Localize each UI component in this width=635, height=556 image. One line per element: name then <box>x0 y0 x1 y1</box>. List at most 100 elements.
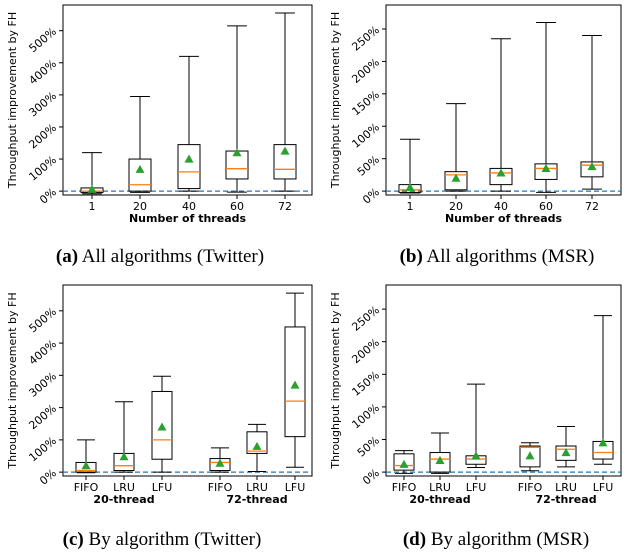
iqr-box <box>489 167 513 186</box>
iqr-box <box>580 161 604 178</box>
mean-marker <box>587 161 597 171</box>
caption-tag: (c) <box>63 529 84 550</box>
y-tick-label: 500% <box>26 305 58 335</box>
plot-frame <box>385 284 622 477</box>
plot-frame <box>385 4 622 196</box>
caption-text: By algorithm (MSR) <box>426 529 589 550</box>
x-tick-label: FIFO <box>392 481 417 494</box>
panel-caption: (a) All algorithms (Twitter) <box>56 246 264 267</box>
box-fifo: FIFO <box>208 447 233 494</box>
iqr-box <box>393 453 415 471</box>
y-tick-label: 150% <box>349 369 381 399</box>
mean-marker <box>451 173 461 182</box>
caption-text: All algorithms (MSR) <box>423 246 595 267</box>
x-tick-label: LRU <box>429 481 451 494</box>
mean-marker <box>525 451 535 460</box>
iqr-box <box>284 326 306 438</box>
x-tick-label: LRU <box>113 481 135 494</box>
box-1: 1 <box>398 138 422 213</box>
x-axis-label: Number of threads <box>445 212 563 225</box>
y-tick-label: 200% <box>349 56 381 86</box>
y-tick-label: 250% <box>349 23 381 53</box>
y-tick-label: 0% <box>360 185 382 206</box>
y-tick-label: 200% <box>26 402 58 432</box>
x-tick-label: LRU <box>246 481 268 494</box>
mean-marker <box>215 458 225 467</box>
iqr-box <box>534 163 558 180</box>
caption-tag: (b) <box>400 246 423 267</box>
mean-marker <box>87 184 97 193</box>
iqr-box <box>519 445 541 468</box>
panel-caption: (b) All algorithms (MSR) <box>400 246 595 267</box>
y-tick-label: 200% <box>349 336 381 366</box>
iqr-box <box>555 445 577 461</box>
x-tick-label: LFU <box>593 481 614 494</box>
caption-text: By algorithm (Twitter) <box>84 529 262 550</box>
box-fifo: FIFO <box>74 439 99 494</box>
y-axis-label: Throughput improvement by FH <box>6 292 19 469</box>
group-label: 72-thread <box>535 493 596 506</box>
mean-marker <box>135 164 145 173</box>
box-1: 1 <box>80 152 104 213</box>
mean-marker <box>280 146 290 155</box>
mean-marker <box>232 148 242 157</box>
iqr-box <box>444 171 468 191</box>
x-tick-label: LRU <box>555 481 577 494</box>
x-tick-label: 60 <box>539 200 553 213</box>
caption-text: All algorithms (Twitter) <box>78 246 264 267</box>
box-lru: LRU <box>113 401 135 494</box>
x-tick-label: 40 <box>182 200 196 213</box>
box-72: 72 <box>273 12 297 213</box>
box-lfu: LFU <box>592 315 614 494</box>
panel-b: 0% 50%100%150%200%250% Throughput improvem… <box>329 4 622 267</box>
box-fifo: FIFO <box>518 442 543 494</box>
box-lfu: LFU <box>151 375 173 494</box>
mean-marker <box>435 455 445 464</box>
y-tick-label: 100% <box>349 401 381 431</box>
panel-c: 0%100%200%300%400%500% Throughput improve… <box>6 284 313 550</box>
y-tick-label: 100% <box>26 434 58 464</box>
y-tick-label: 500% <box>26 25 58 55</box>
x-tick-label: 72 <box>278 200 292 213</box>
mean-marker <box>399 459 409 468</box>
x-tick-label: FIFO <box>518 481 543 494</box>
iqr-box <box>246 431 268 454</box>
box-lru: LRU <box>246 423 268 494</box>
y-tick-label: 200% <box>26 121 58 151</box>
mean-marker <box>290 380 300 389</box>
mean-marker <box>561 448 571 457</box>
panel-a: 0%100%200%300%400%500% Throughput improve… <box>6 4 313 267</box>
panel-caption: (c) By algorithm (Twitter) <box>63 529 262 550</box>
x-axis-label: Number of threads <box>129 212 247 225</box>
y-tick-label: 150% <box>349 88 381 118</box>
y-tick-label: 100% <box>349 121 381 151</box>
y-axis-label: Throughput improvement by FH <box>6 12 19 189</box>
box-lfu: LFU <box>284 292 306 494</box>
y-tick-label: 300% <box>26 89 58 119</box>
x-tick-label: FIFO <box>208 481 233 494</box>
x-tick-label: 72 <box>585 200 599 213</box>
mean-marker <box>119 452 129 461</box>
box-lru: LRU <box>555 425 577 494</box>
x-tick-label: 20 <box>449 200 463 213</box>
box-72: 72 <box>580 34 604 213</box>
iqr-box <box>429 452 451 473</box>
y-axis-label: Throughput improvement by FH <box>329 12 342 189</box>
mean-marker <box>81 461 91 470</box>
box-60: 60 <box>534 22 558 213</box>
plot-frame <box>62 4 313 196</box>
iqr-box <box>273 144 297 180</box>
panel-d: 0% 50% 100%150%200%250% Throughput improvem… <box>329 284 622 550</box>
iqr-box <box>209 458 231 472</box>
box-60: 60 <box>225 25 249 213</box>
box-fifo: FIFO <box>392 450 417 494</box>
x-tick-label: LFU <box>466 481 487 494</box>
box-20: 20 <box>128 95 152 213</box>
mean-marker <box>405 182 415 191</box>
y-tick-label: 0% <box>37 185 59 206</box>
box-40: 40 <box>489 38 513 213</box>
group-label: 20-thread <box>409 493 470 506</box>
caption-tag: (d) <box>403 529 426 550</box>
caption-tag: (a) <box>56 246 78 267</box>
